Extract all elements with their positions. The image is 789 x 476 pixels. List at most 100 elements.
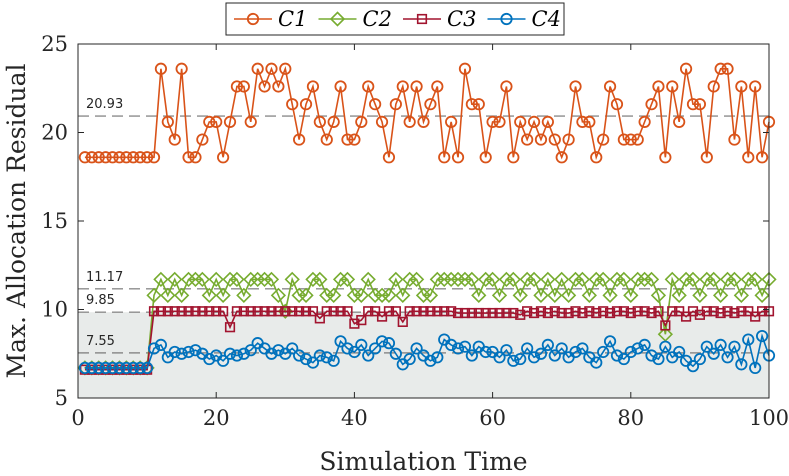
data-point: [306, 356, 320, 369]
data-point: [85, 361, 98, 375]
data-point: [542, 307, 553, 319]
data-point: [431, 80, 444, 93]
data-point: [577, 307, 588, 319]
data-point: [293, 349, 306, 362]
data-point: [272, 80, 285, 93]
data-point: [443, 271, 459, 288]
data-point: [548, 133, 561, 146]
data-point: [78, 361, 92, 375]
data-point: [146, 287, 162, 303]
data-point: [643, 271, 660, 288]
data-point: [501, 307, 512, 319]
data-point: [408, 271, 425, 288]
data-point: [680, 311, 692, 322]
data-point: [147, 342, 161, 355]
data-point: [272, 344, 285, 357]
data-point: [390, 306, 401, 317]
data-point: [500, 80, 513, 93]
data-point: [598, 306, 609, 317]
data-point: [742, 151, 755, 164]
data-point: [700, 151, 713, 164]
data-point: [721, 62, 734, 75]
data-point: [259, 306, 270, 317]
data-point: [554, 271, 570, 288]
data-point: [362, 349, 375, 362]
data-point: [735, 80, 748, 93]
data-point: [355, 115, 368, 128]
data-point: [298, 287, 314, 303]
data-point: [556, 307, 567, 319]
data-point: [519, 271, 535, 288]
data-point: [478, 271, 494, 288]
y-tick-label: 25: [41, 32, 68, 56]
data-point: [707, 347, 720, 360]
data-point: [175, 347, 188, 360]
data-point: [375, 335, 389, 348]
data-point: [389, 98, 402, 111]
legend-label: C4: [532, 7, 561, 31]
data-point: [432, 306, 443, 317]
data-point: [701, 306, 712, 317]
data-point: [369, 342, 382, 355]
data-point: [258, 80, 271, 93]
data-point: [639, 306, 650, 317]
data-point: [563, 307, 574, 319]
data-point: [161, 115, 174, 128]
data-point: [291, 287, 307, 303]
data-point: [169, 306, 180, 317]
data-point: [211, 306, 222, 317]
data-point: [609, 271, 625, 288]
data-point: [445, 115, 458, 128]
legend-entry-c1: C1: [234, 7, 307, 31]
data-point: [356, 315, 367, 326]
series-line: [84, 276, 770, 369]
data-point: [522, 306, 533, 317]
data-point: [719, 271, 736, 288]
data-point: [134, 361, 147, 375]
data-point: [300, 306, 312, 317]
data-point: [306, 80, 320, 93]
data-point: [466, 307, 477, 319]
data-point: [256, 271, 273, 288]
data-point: [576, 342, 589, 355]
data-point: [194, 271, 211, 288]
data-point: [754, 287, 770, 303]
data-point: [749, 80, 762, 93]
data-point: [313, 115, 326, 128]
data-point: [667, 306, 678, 317]
data-point: [404, 306, 415, 317]
data-point: [451, 151, 465, 164]
data-point: [715, 307, 726, 319]
data-point: [493, 115, 506, 128]
data-point: [148, 306, 160, 317]
data-point: [514, 115, 527, 128]
data-point: [645, 98, 658, 111]
data-point: [673, 345, 686, 359]
data-point: [465, 98, 478, 111]
data-point: [603, 80, 617, 93]
data-point: [507, 354, 520, 367]
data-point: [508, 307, 519, 319]
data-point: [597, 345, 610, 359]
y-tick-label: 15: [41, 209, 68, 233]
data-point: [755, 151, 769, 164]
data-point: [742, 333, 755, 346]
data-point: [176, 306, 187, 317]
data-point: [590, 356, 603, 369]
data-point: [706, 271, 722, 288]
data-point: [346, 287, 363, 303]
series-c4: [78, 329, 776, 375]
data-point: [397, 316, 408, 327]
data-point: [410, 80, 423, 93]
data-point: [313, 349, 326, 362]
data-point: [471, 287, 487, 303]
data-point: [707, 80, 720, 93]
data-point: [321, 306, 332, 317]
data-point: [273, 306, 284, 317]
data-point: [189, 151, 202, 164]
data-point: [223, 115, 237, 128]
data-point: [583, 115, 596, 128]
data-point: [486, 115, 499, 128]
legend-entry-c4: C4: [487, 7, 561, 31]
